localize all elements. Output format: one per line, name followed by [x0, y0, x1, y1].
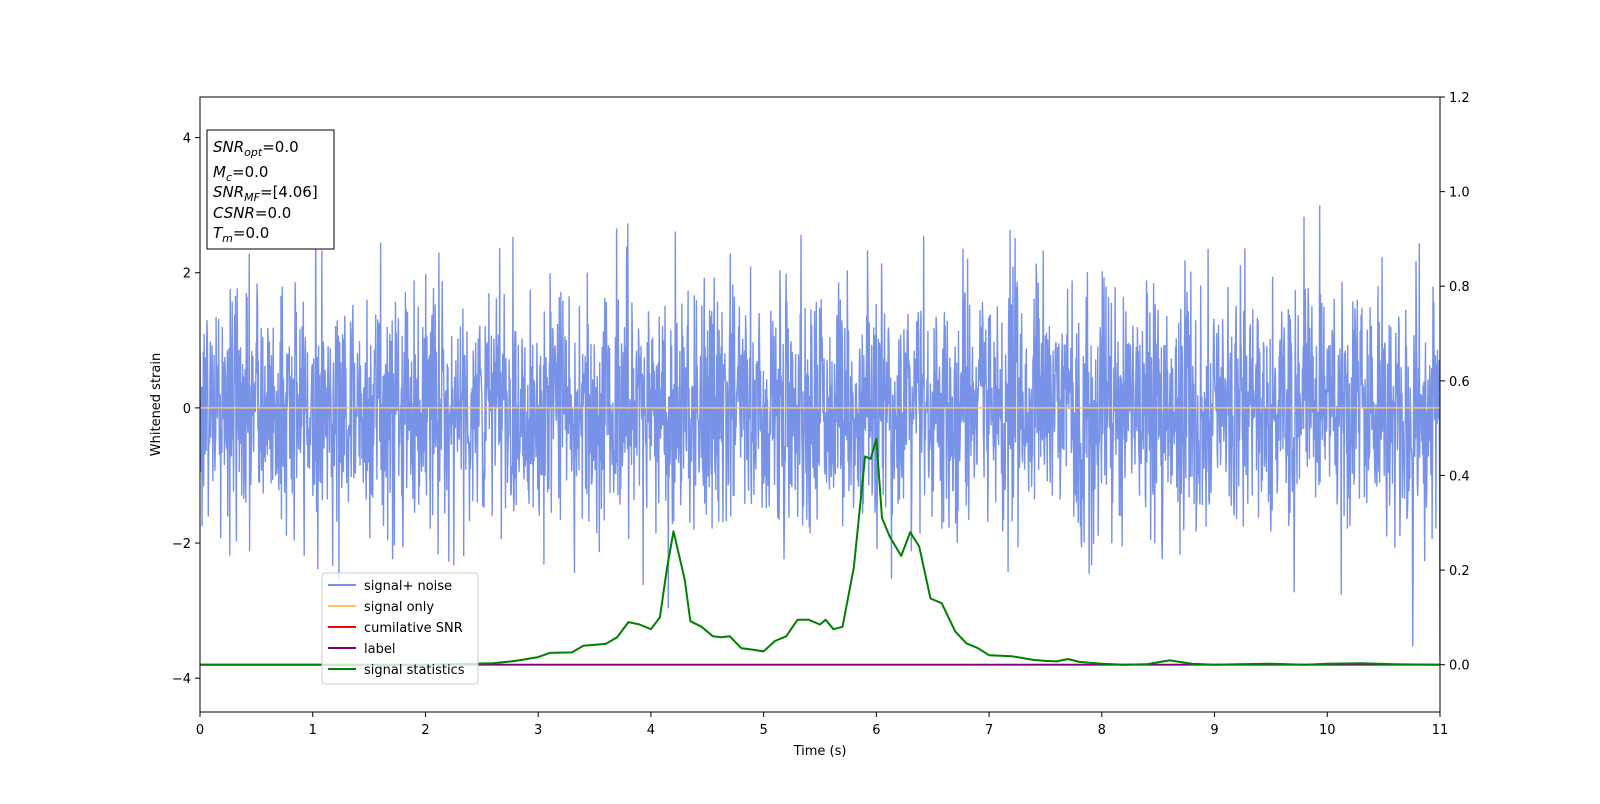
legend-entry-label: label — [364, 642, 395, 657]
info-line: Mc=0.0 — [213, 163, 268, 184]
y-axis-label: Whitened strain — [149, 353, 164, 456]
x-tick-label: 0 — [196, 723, 204, 738]
info-line: SNRMF=[4.06] — [213, 183, 318, 204]
legend-entry-label: signal statistics — [364, 663, 465, 678]
x-axis-label: Time (s) — [793, 744, 847, 759]
info-line: SNRopt=0.0 — [213, 138, 299, 159]
x-tick-label: 5 — [759, 723, 767, 738]
y-right-tick-label: 0.6 — [1449, 375, 1470, 390]
x-tick-label: 1 — [309, 723, 317, 738]
plot-frame — [199, 96, 1441, 713]
legend-entry-label: cumilative SNR — [364, 621, 463, 636]
x-tick-label: 2 — [421, 723, 429, 738]
x-tick-label: 4 — [647, 723, 655, 738]
x-tick-label: 7 — [985, 723, 993, 738]
y-left-tick-label: 4 — [183, 132, 191, 147]
y-right-tick-label: 1.0 — [1449, 186, 1470, 201]
info-line: Tm=0.0 — [213, 224, 269, 245]
y-right-tick-label: 1.2 — [1449, 91, 1470, 106]
legend-entry-label: signal only — [364, 600, 434, 615]
legend-box — [321, 572, 479, 685]
info-box-frame — [206, 129, 335, 250]
series-line-signal-statistics — [200, 438, 1440, 666]
y-right-tick-label: 0.4 — [1449, 469, 1470, 484]
y-right-tick-label: 0.8 — [1449, 280, 1470, 295]
x-tick-label: 6 — [872, 723, 880, 738]
axes-layer: 0 1 2 3 4 5 6 7 8 9 10 11 −4 −2 0 2 4 0.0 0.2 0.4 0.6 0.8 1.0 1… — [149, 91, 1470, 759]
x-tick-label: 9 — [1210, 723, 1218, 738]
x-tick-label: 11 — [1432, 723, 1449, 738]
y-right-tick-label: 0.2 — [1449, 564, 1470, 579]
legend: signal+ noise signal only cumilative SNR la… — [321, 572, 479, 685]
y-left-tick-label: 0 — [183, 402, 191, 417]
y-left-tick-label: −2 — [172, 537, 191, 552]
y-right-tick-label: 0.0 — [1449, 659, 1470, 674]
legend-entry-label: signal+ noise — [364, 579, 452, 594]
info-line: CSNR=0.0 — [213, 204, 291, 222]
series-line-signal-noise — [200, 205, 1440, 660]
y-left-tick-label: −4 — [172, 672, 191, 687]
x-tick-label: 8 — [1098, 723, 1106, 738]
x-tick-label: 10 — [1319, 723, 1336, 738]
x-tick-label: 3 — [534, 723, 542, 738]
y-left-tick-label: 2 — [183, 267, 191, 282]
